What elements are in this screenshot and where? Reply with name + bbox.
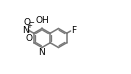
Text: N: N xyxy=(39,48,45,57)
Text: O: O xyxy=(26,34,32,43)
Text: N: N xyxy=(22,26,29,35)
Text: O: O xyxy=(24,18,31,27)
Text: F: F xyxy=(71,26,76,35)
Text: +: + xyxy=(27,23,32,29)
Text: −: − xyxy=(28,20,34,26)
Text: OH: OH xyxy=(35,16,49,25)
